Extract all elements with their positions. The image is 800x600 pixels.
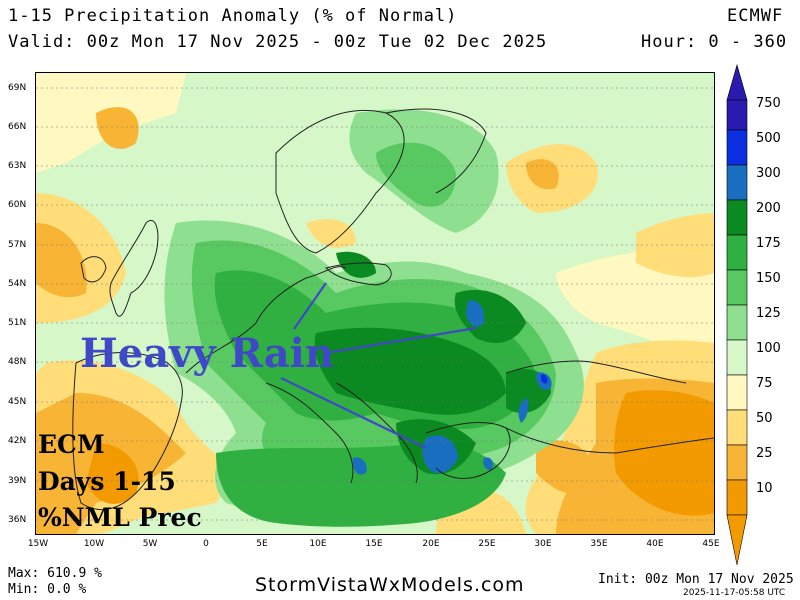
lat-label: 42N [8, 436, 27, 446]
colorbar-label: 100 [756, 341, 781, 356]
lon-label: 5W [142, 539, 158, 549]
colorbar-bottom-arrow [726, 514, 748, 566]
lat-label: 69N [8, 83, 27, 93]
heavy-cores [352, 300, 552, 475]
valid-period: Valid: 00z Mon 17 Nov 2025 - 00z Tue 02 … [8, 32, 548, 52]
map-title: 1-15 Precipitation Anomaly (% of Normal) [8, 6, 458, 26]
colorbar-label: 10 [756, 481, 773, 496]
timestamp: 2025-11-17-05:58 UTC [683, 588, 786, 598]
lat-label: 63N [8, 161, 27, 171]
graticule [36, 87, 714, 521]
coastlines [72, 108, 714, 511]
anomaly-map [35, 72, 715, 535]
lon-label: 10W [83, 539, 105, 549]
colorbar-label: 500 [756, 131, 781, 146]
lon-label: 5E [256, 539, 268, 549]
lon-label: 25E [478, 539, 496, 549]
lat-label: 51N [8, 318, 27, 328]
lon-label: 20E [422, 539, 440, 549]
heavy-rain-annotation: Heavy Rain [80, 330, 334, 377]
init-time: Init: 00z Mon 17 Nov 2025 [598, 572, 794, 587]
wet-areas [164, 109, 584, 527]
max-value: Max: 610.9 % [8, 566, 102, 581]
lon-label: 15W [27, 539, 49, 549]
colorbar-label: 300 [756, 166, 781, 181]
lon-label: 45E [702, 539, 720, 549]
forecast-hours: Hour: 0 - 360 [641, 32, 788, 52]
lat-label: 36N [8, 515, 27, 525]
annotation-arrows [280, 282, 477, 449]
lat-label: 57N [8, 240, 27, 250]
colorbar-label: 150 [756, 271, 781, 286]
anomaly-map-svg [36, 73, 714, 534]
colorbar-top-arrow [726, 63, 748, 101]
lat-label: 60N [8, 200, 27, 210]
lon-label: 0 [203, 539, 209, 549]
days-label: Days 1-15 [38, 467, 176, 496]
colorbar-svg [726, 63, 748, 566]
colorbar-label: 25 [756, 446, 773, 461]
lon-label: 35E [590, 539, 608, 549]
lat-label: 45N [8, 397, 27, 407]
lon-label: 10E [309, 539, 327, 549]
lat-label: 48N [8, 357, 27, 367]
lon-label: 30E [534, 539, 552, 549]
ecm-label: ECM [38, 430, 105, 459]
prec-label: %NML Prec [38, 503, 202, 532]
lon-label: 15E [365, 539, 383, 549]
colorbar-label: 125 [756, 306, 781, 321]
colorbar-label: 50 [756, 411, 773, 426]
lat-label: 66N [8, 122, 27, 132]
lat-label: 54N [8, 279, 27, 289]
colorbar-label: 750 [756, 96, 781, 111]
site-name: StormVistaWxModels.com [255, 574, 525, 596]
lat-label: 39N [8, 476, 27, 486]
colorbar-label: 75 [756, 376, 773, 391]
min-value: Min: 0.0 % [8, 582, 87, 597]
colorbar-label: 200 [756, 201, 781, 216]
colorbar-label: 175 [756, 236, 781, 251]
lon-label: 40E [646, 539, 664, 549]
model-name: ECMWF [727, 6, 784, 26]
